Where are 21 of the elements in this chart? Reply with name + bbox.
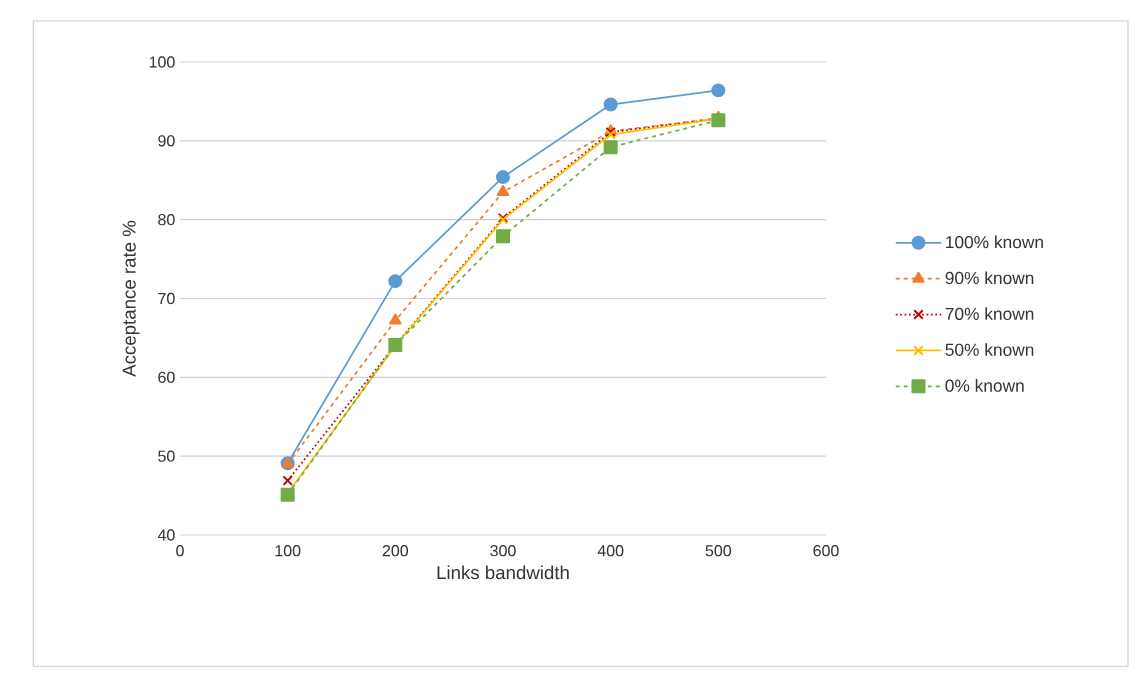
legend-label: 70% known — [945, 307, 1034, 321]
x-tick-label: 500 — [705, 545, 732, 557]
legend-label: 100% known — [946, 235, 1043, 249]
y-tick-label: 100 — [149, 56, 175, 68]
legend-label: 90% known — [945, 271, 1034, 285]
y-axis-title: Acceptance rate % — [122, 220, 140, 377]
legend-label: 50% known — [945, 343, 1034, 356]
x-axis-title: Links bandwidth — [437, 565, 569, 580]
x-tick-label: 600 — [813, 545, 839, 557]
x-tick-label: 200 — [382, 545, 409, 557]
x-tick-label: 400 — [597, 545, 624, 557]
x-tick-label: 100 — [275, 545, 301, 557]
x-tick-label: 0 — [176, 545, 184, 557]
y-tick-label: 60 — [158, 371, 175, 383]
y-tick-label: 40 — [157, 529, 175, 541]
x-tick-label: 300 — [490, 545, 516, 557]
y-tick-label: 70 — [158, 292, 175, 305]
legend-label: 0% known — [945, 379, 1024, 392]
y-tick-label: 90 — [158, 135, 175, 147]
y-tick-label: 50 — [158, 450, 175, 462]
y-tick-label: 80 — [158, 214, 175, 226]
